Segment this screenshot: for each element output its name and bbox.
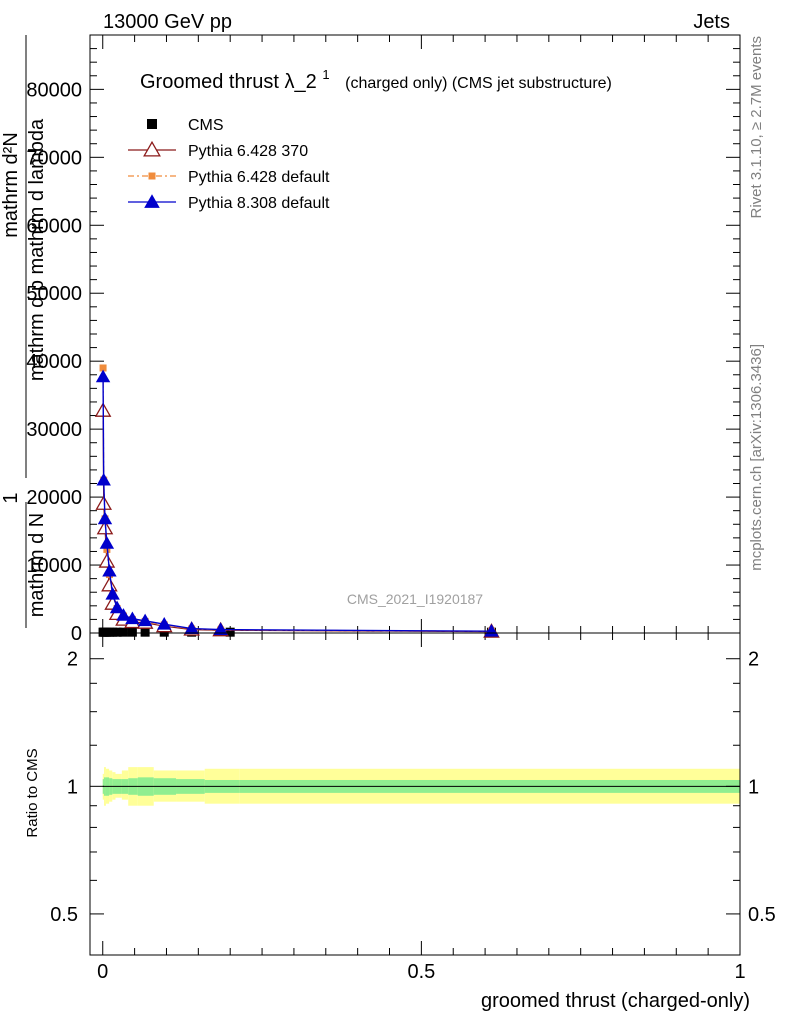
ratio-y-tick-label-right: 2 — [748, 649, 759, 671]
main-series-layer — [94, 364, 500, 638]
ylabel-denominator: mathrm d p mathrm d lambda — [26, 118, 48, 381]
y-tick-label: 40000 — [26, 351, 82, 373]
ylabel-prefix-num: 1 — [0, 492, 22, 503]
title-sup: 1 — [322, 67, 329, 82]
data-point — [95, 495, 113, 510]
data-point — [157, 616, 172, 630]
y-tick-label: 60000 — [26, 215, 82, 237]
series-3 — [95, 369, 499, 637]
watermark: CMS_2021_I1920187 — [347, 591, 483, 607]
header-left: 13000 GeV pp — [103, 11, 232, 33]
x-tick-label: 1 — [734, 961, 745, 983]
data-point — [184, 621, 199, 634]
title-symbol: λ_2 — [285, 71, 317, 93]
legend: CMS Pythia 6.428 370 Pythia 6.428 default P… — [128, 117, 330, 212]
ratio-y-tick-label: 2 — [67, 649, 78, 671]
ratio-y-tick-label-right: 1 — [748, 776, 759, 798]
ratio-y-tick-label: 0.5 — [50, 904, 78, 926]
title-main: Groomed thrust — [140, 71, 279, 93]
mcplots-label: mcplots.cern.ch [arXiv:1306.3436] — [748, 344, 765, 571]
legend-label: Pythia 6.428 default — [188, 169, 330, 186]
x-tick-label: 0 — [97, 961, 108, 983]
data-point — [105, 587, 120, 600]
legend-entry: Pythia 6.428 370 — [128, 140, 308, 160]
data-point — [225, 627, 235, 637]
data-point — [147, 119, 157, 129]
ratio-y-tick-label-right: 0.5 — [748, 904, 776, 926]
data-point — [95, 369, 111, 383]
data-point — [96, 472, 111, 486]
ratio-y-tick-label: 1 — [67, 776, 78, 798]
data-point — [140, 627, 150, 637]
legend-label: Pythia 8.308 default — [188, 195, 330, 212]
data-point — [127, 627, 137, 637]
y-tick-label: 30000 — [26, 419, 82, 441]
ratio-ticks: 0.5 0.5 1 1 2 2 — [50, 649, 776, 926]
data-point — [112, 627, 122, 637]
data-point — [99, 536, 115, 549]
rivet-label: Rivet 3.1.10, ≥ 2.7M events — [748, 36, 765, 219]
y-tick-label: 70000 — [26, 147, 82, 169]
legend-label: CMS — [188, 117, 224, 134]
y-tick-label: 80000 — [26, 79, 82, 101]
data-point — [97, 511, 113, 525]
y-tick-label: 20000 — [26, 487, 82, 509]
data-point — [143, 140, 161, 157]
legend-entry: Pythia 8.308 default — [128, 194, 330, 212]
y-tick-label: 10000 — [26, 555, 82, 577]
x-axis-label: groomed thrust (charged-only) — [481, 990, 750, 1012]
ylabel-prefix-den: mathrm d N — [26, 513, 48, 617]
ratio-frame — [89, 632, 741, 956]
data-point — [213, 622, 228, 636]
data-point — [109, 600, 125, 614]
plot-title: Groomed thrust λ_2 1 (charged only) (CMS… — [140, 62, 612, 93]
data-point — [102, 563, 117, 577]
header-right: Jets — [693, 11, 730, 33]
x-tick-labels: 0 0.5 1 — [97, 961, 745, 983]
data-point — [125, 611, 140, 625]
y-tick-label: 0 — [71, 623, 82, 645]
title-suffix: (charged only) (CMS jet substructure) — [345, 75, 612, 92]
data-point — [101, 576, 118, 592]
data-point — [99, 364, 107, 372]
legend-entry: Pythia 6.428 default — [128, 169, 330, 186]
main-ylabel: 1 mathrm d N mathrm d²N mathrm d p mathr… — [0, 35, 48, 628]
main-plot-panel: 0 10000 20000 30000 40000 50000 60000 70000 8000… — [26, 34, 741, 955]
ratio-plot-panel: 0.5 0.5 1 1 2 2 — [50, 632, 776, 956]
ylabel-numerator: mathrm d²N — [0, 132, 22, 238]
main-ticks: 0 10000 20000 30000 40000 50000 60000 70000 8000… — [26, 34, 741, 955]
y-tick-label: 50000 — [26, 283, 82, 305]
ratio-ylabel: Ratio to CMS — [24, 748, 41, 837]
data-point — [148, 172, 156, 180]
data-point — [116, 608, 131, 621]
data-point — [144, 194, 160, 208]
data-point — [137, 613, 153, 627]
legend-label: Pythia 6.428 370 — [188, 143, 308, 160]
x-tick-label: 0.5 — [407, 961, 435, 983]
data-point — [484, 623, 499, 637]
data-point — [98, 553, 116, 568]
data-point — [118, 627, 128, 637]
legend-entry: CMS — [147, 117, 224, 134]
